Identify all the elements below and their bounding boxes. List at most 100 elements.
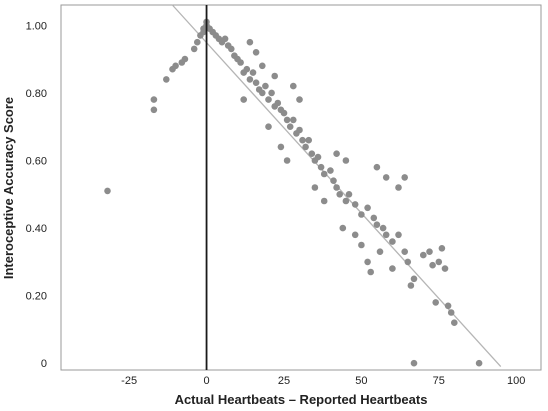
data-point [370,214,378,222]
data-point [243,65,251,73]
data-point [410,359,418,367]
data-point [252,79,260,86]
data-point [426,248,433,255]
data-point [339,224,347,232]
plot-frame [60,4,542,371]
data-point [308,150,316,157]
data-point [290,116,297,124]
data-point [317,163,325,171]
data-point [290,82,297,90]
data-point [246,76,254,83]
data-point [299,136,306,144]
data-point [451,319,458,327]
data-point [351,201,359,208]
y-tick-label: 0.60 [26,155,47,167]
data-point [314,153,322,161]
data-point [376,248,384,255]
data-point [364,258,371,266]
data-point [237,59,244,66]
data-point [367,268,375,276]
y-tick-label: 0.80 [26,88,47,100]
data-point [401,248,409,255]
data-point [342,157,350,164]
data-point [259,89,266,97]
data-point [404,258,412,266]
data-point [475,359,483,367]
data-point [320,197,328,205]
x-axis-ticks: -25 0 25 50 75 100 [121,375,525,387]
data-point [262,82,269,90]
data-point [432,299,440,306]
y-axis-title: Interoceptive Accuracy Score [1,97,16,279]
data-point [265,123,272,130]
data-point [382,231,390,239]
data-point [345,191,353,198]
data-point [305,136,313,144]
data-point [373,221,381,228]
y-tick-label: 1.00 [26,20,47,32]
data-point [420,251,427,259]
data-point [190,45,198,53]
data-point [240,96,247,103]
data-point [336,191,344,198]
data-point [104,187,111,195]
data-point [342,197,350,205]
data-point [268,89,275,97]
data-point [435,258,443,266]
x-tick-label: 50 [355,375,367,387]
data-point [150,96,158,103]
data-point [444,302,452,310]
data-point [382,174,390,181]
x-axis-title: Actual Heartbeats – Reported Heartbeats [175,392,428,407]
data-point [407,282,415,289]
data-point [358,241,365,249]
data-point [259,62,266,70]
data-point [246,38,254,46]
data-point [302,143,309,151]
data-point [283,116,291,124]
data-point [277,143,285,151]
data-point [194,38,201,46]
data-point [330,177,337,184]
data-point [280,109,288,117]
data-point [364,204,371,212]
data-point [438,245,446,252]
data-point [228,45,235,53]
data-point [389,238,396,245]
data-point [395,231,402,239]
data-point [358,211,365,218]
data-point [283,157,291,164]
data-point [410,275,418,283]
data-point [333,150,340,157]
data-point [274,99,282,107]
data-point [296,96,303,103]
data-point [252,49,260,56]
x-tick-label: 0 [203,375,209,387]
data-point [271,72,279,80]
x-tick-label: 25 [278,375,290,387]
data-point [163,76,170,83]
data-point [286,123,294,130]
y-tick-label: 0.40 [26,223,47,235]
data-point [389,265,396,272]
data-point [327,167,334,174]
y-tick-label: 0 [41,358,47,370]
data-point [249,69,257,76]
y-tick-label: 0.20 [26,291,47,303]
data-point [221,35,229,43]
data-point [379,224,387,232]
data-point [296,126,303,134]
data-point [150,106,158,114]
points-layer [104,18,483,367]
data-point [333,184,340,191]
y-axis-ticks: 0 0.20 0.40 0.60 0.80 1.00 [26,20,47,370]
x-tick-label: -25 [121,375,137,387]
data-point [373,163,381,171]
data-point [320,170,328,178]
data-point [265,96,272,103]
x-tick-label: 75 [433,375,445,387]
data-point [401,174,409,181]
data-point [351,231,359,239]
data-point [181,55,189,63]
